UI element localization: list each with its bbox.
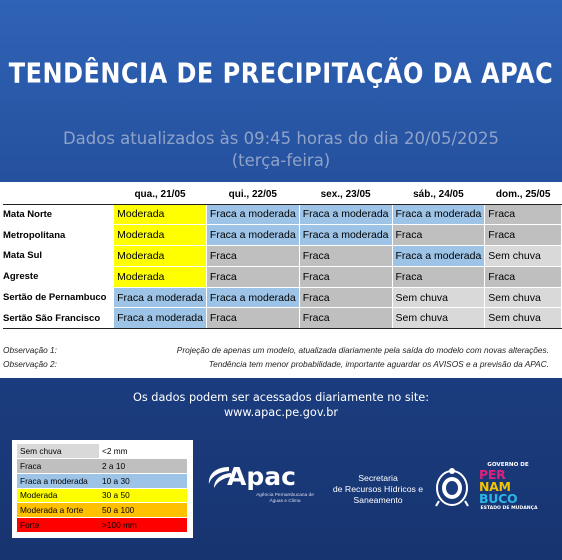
gov-word: PER	[479, 467, 506, 482]
legend-swatch-label: Moderada	[17, 488, 99, 504]
forecast-cell: Moderada	[113, 204, 207, 226]
day-column-header: sex., 23/05	[299, 186, 392, 205]
forecast-cell: Fraca	[392, 224, 486, 247]
forecast-cell: Fraca	[484, 266, 562, 288]
forecast-cell: Fraca	[299, 307, 393, 330]
update-datetime: Dados atualizados às 09:45 horas do dia …	[62, 129, 500, 148]
observation-text: Tendência tem menor probabilidade, impor…	[208, 359, 549, 369]
legend-range: <2 mm	[99, 444, 187, 460]
forecast-cell: Fraca a moderada	[392, 204, 486, 226]
update-info: Dados atualizados às 09:45 horas do dia …	[0, 128, 562, 172]
page-title: TENDÊNCIA DE PRECIPITAÇÃO DA APAC	[8, 57, 554, 90]
site-url[interactable]: www.apac.pe.gov.br	[223, 406, 339, 419]
legend-range: 10 a 30	[99, 473, 187, 489]
forecast-cell: Fraca	[206, 266, 300, 288]
legend-swatch-label: Fraca	[17, 458, 99, 474]
table-row: Sertão São Francisco Fraca a moderada Frac…	[3, 307, 562, 330]
day-column-header: dom., 25/05	[484, 186, 562, 205]
forecast-cell: Fraca	[299, 245, 393, 267]
forecast-table: qua., 21/05 qui., 22/05 sex., 23/05 sáb., 2…	[3, 186, 562, 330]
region-name: Mata Sul	[3, 245, 115, 267]
region-name: Sertão de Pernambuco	[3, 287, 115, 309]
forecast-cell: Fraca	[299, 266, 393, 288]
forecast-cell: Fraca a moderada	[206, 287, 300, 309]
region-column-header	[3, 186, 114, 205]
day-column-header: qui., 22/05	[206, 186, 300, 205]
legend-item: Moderada 30 a 50	[17, 488, 187, 504]
forecast-header-row: qua., 21/05 qui., 22/05 sex., 23/05 sáb., 2…	[3, 186, 562, 205]
forecast-cell: Moderada	[113, 245, 207, 267]
forecast-panel: qua., 21/05 qui., 22/05 sex., 23/05 sáb., 2…	[0, 182, 562, 378]
forecast-cell: Sem chuva	[392, 287, 486, 309]
secretaria-line: de Recursos Hídricos e	[332, 484, 424, 494]
region-name: Agreste	[3, 266, 115, 288]
forecast-cell: Fraca	[206, 245, 300, 267]
legend-swatch-label: Fraca a moderada	[17, 473, 99, 489]
gov-top-text: GOVERNO DE	[487, 462, 529, 468]
gov-word: NAM	[479, 479, 511, 494]
legend-range: 50 a 100	[99, 502, 187, 518]
apac-swoosh-icon	[208, 467, 231, 488]
table-row: Agreste Moderada Fraca Fraca Fraca Fraca	[3, 266, 562, 288]
forecast-cell: Moderada	[113, 224, 207, 247]
gov-wordmark: PER NAM BUCO	[479, 467, 539, 506]
forecast-cell: Moderada	[113, 266, 207, 288]
table-row: Mata Sul Moderada Fraca Fraca Fraca a modera…	[3, 245, 562, 267]
forecast-cell: Sem chuva	[484, 245, 562, 267]
forecast-cell: Fraca a moderada	[206, 224, 300, 247]
legend-item: Sem chuva <2 mm	[17, 444, 187, 460]
legend-range: >100 mm	[99, 517, 187, 533]
observation-label: Observação 1:	[3, 345, 57, 355]
footer-logos: Apac Agência Pernambucana de Águas e Cli…	[205, 460, 550, 520]
region-name: Mata Norte	[3, 204, 115, 226]
observation-label: Observação 2:	[3, 359, 57, 369]
forecast-cell: Fraca	[299, 287, 393, 309]
legend-swatch-label: Sem chuva	[17, 444, 99, 460]
legend-item: Moderada a forte 50 a 100	[17, 502, 187, 518]
secretaria-line: Secretaria	[358, 473, 398, 483]
apac-wordmark: Apac	[227, 462, 296, 491]
forecast-cell: Fraca a moderada	[206, 204, 300, 226]
legend-item: Fraca 2 a 10	[17, 458, 187, 474]
forecast-cell: Fraca a moderada	[392, 245, 486, 267]
forecast-cell: Fraca	[392, 266, 486, 288]
legend-range: 30 a 50	[99, 488, 187, 504]
table-row: Mata Norte Moderada Fraca a moderada Fraca …	[3, 204, 562, 226]
forecast-cell: Fraca a moderada	[113, 287, 207, 309]
state-seal-icon	[435, 468, 469, 507]
apac-logo: Apac Agência Pernambucana de Águas e Cli…	[205, 460, 315, 510]
legend-swatch-label: Forte	[17, 517, 99, 533]
secretaria-line: Saneamento	[353, 495, 403, 505]
apac-subtitle: Agência Pernambucana de Águas e Clima	[256, 493, 314, 504]
secretaria-name: Secretaria de Recursos Hídricos e Saneam…	[323, 473, 433, 506]
gov-word: BUCO	[479, 491, 518, 506]
gov-bottom-text: ESTADO DE MUDANÇA	[480, 506, 538, 511]
table-row: Metropolitana Moderada Fraca a moderada Fra…	[3, 224, 562, 247]
forecast-cell: Sem chuva	[484, 287, 562, 309]
forecast-cell: Fraca	[484, 224, 562, 247]
day-column-header: qua., 21/05	[113, 186, 207, 205]
region-name: Metropolitana	[3, 224, 115, 247]
precipitation-legend: Sem chuva <2 mm Fraca 2 a 10 Fraca a moderad…	[12, 440, 193, 538]
legend-item: Fraca a moderada 10 a 30	[17, 473, 187, 489]
forecast-cell: Fraca a moderada	[299, 204, 393, 226]
region-name: Sertão São Francisco	[3, 307, 115, 330]
update-weekday: (terça-feira)	[231, 151, 331, 170]
site-notice: Os dados podem ser acessados diariamente…	[132, 391, 430, 404]
forecast-cell: Fraca	[206, 307, 300, 330]
forecast-cell: Fraca a moderada	[299, 224, 393, 247]
forecast-cell: Sem chuva	[484, 307, 562, 330]
legend-item: Forte >100 mm	[17, 517, 187, 533]
legend-range: 2 a 10	[99, 458, 187, 474]
forecast-cell: Sem chuva	[392, 307, 486, 330]
observation-text: Projeção de apenas um modelo, atualizada…	[176, 345, 549, 355]
legend-swatch-label: Moderada a forte	[17, 502, 99, 518]
day-column-header: sáb., 24/05	[392, 186, 485, 205]
forecast-cell: Fraca	[484, 204, 562, 226]
governo-pernambuco-logo: GOVERNO DE PER NAM BUCO ESTADO DE MUDANÇ…	[477, 462, 539, 516]
forecast-cell: Fraca a moderada	[113, 307, 207, 330]
table-row: Sertão de Pernambuco Fraca a moderada Frac…	[3, 287, 562, 309]
